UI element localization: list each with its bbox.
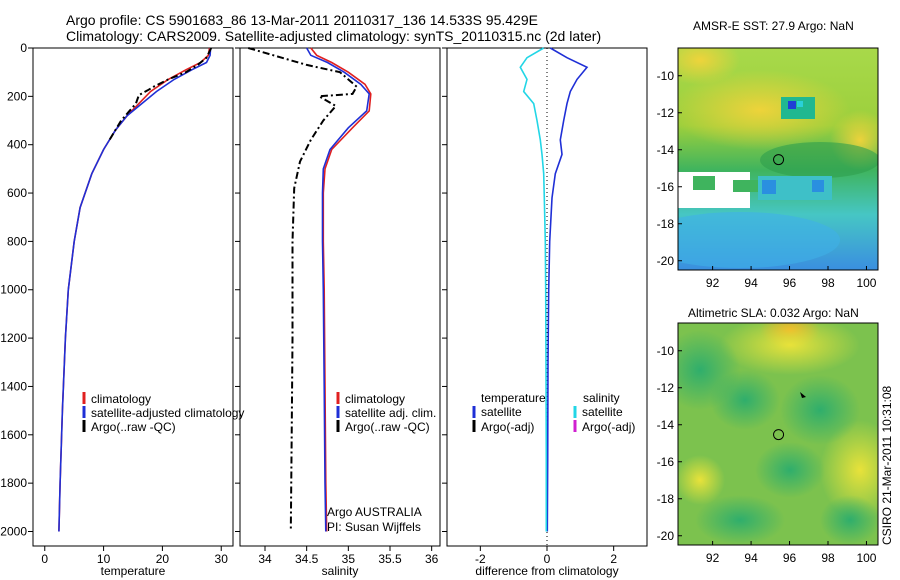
- legend-label-sal-argo: Argo(-adj): [582, 420, 635, 434]
- y-tick-label: 600: [7, 186, 27, 200]
- difference-legend: temperature salinity satellite Argo(-adj…: [472, 391, 635, 434]
- y-tick-label: 1400: [0, 379, 27, 393]
- legend-label-climatology: climatology: [345, 392, 405, 406]
- figure-title-line-2: Climatology: CARS2009. Satellite-adjuste…: [66, 28, 602, 44]
- map-x-tick-label: 100: [856, 551, 876, 565]
- sst-map-frame: [677, 47, 879, 271]
- y-tick-label: 800: [7, 234, 27, 248]
- argo-agency-label: Argo AUSTRALIA: [327, 505, 422, 519]
- legend-label-temp-argo: Argo(-adj): [481, 420, 534, 434]
- argo-pi-label: PI: Susan Wijffels: [327, 520, 421, 534]
- legend-label-argo: Argo(..raw -QC): [91, 420, 176, 434]
- series-line: [306, 47, 371, 532]
- sla-float-track: [800, 392, 806, 398]
- temperature-legend: climatology satellite-adjusted climatolo…: [82, 392, 244, 434]
- sst-map-title: AMSR-E SST: 27.9 Argo: NaN: [693, 19, 854, 33]
- map-x-tick-label: 92: [706, 276, 720, 290]
- y-tick-label: 1600: [0, 428, 27, 442]
- series-line: [58, 47, 212, 532]
- x-tick-label: 30: [215, 552, 229, 566]
- sla-map-ticks: 92 94 96 98 100 -10 -12 -14 -16 -18 -20: [657, 344, 877, 565]
- x-tick-label: 0: [41, 552, 48, 566]
- map-x-tick-label: 92: [706, 551, 720, 565]
- sla-argo-position-marker: [773, 429, 785, 441]
- legend-label-climatology: climatology: [91, 392, 151, 406]
- map-y-tick-label: -12: [657, 106, 675, 120]
- salinity-plot-frame: [239, 47, 441, 547]
- sst-heatmap: [678, 48, 878, 270]
- x-tick-label: 34.5: [295, 552, 319, 566]
- salinity-legend: climatology satellite adj. clim. Argo(..…: [327, 392, 436, 534]
- x-tick-label: 20: [156, 552, 170, 566]
- x-tick-label: 35: [342, 552, 356, 566]
- series-line: [248, 47, 358, 532]
- map-y-tick-label: -12: [657, 381, 675, 395]
- map-y-tick-label: -10: [657, 69, 675, 83]
- series-line: [519, 47, 548, 532]
- y-tick-label: 2000: [0, 524, 27, 538]
- map-x-tick-label: 94: [744, 276, 758, 290]
- legend-title-temperature: temperature: [481, 391, 546, 405]
- map-x-tick-label: 98: [821, 276, 835, 290]
- map-x-tick-label: 100: [856, 276, 876, 290]
- map-y-tick-label: -10: [657, 344, 675, 358]
- map-x-tick-label: 98: [821, 551, 835, 565]
- y-tick-label: 1000: [0, 283, 27, 297]
- map-y-tick-label: -16: [657, 455, 675, 469]
- y-tick-label: 1800: [0, 476, 27, 490]
- series-line: [108, 47, 213, 141]
- creation-stamp: CSIRO 21-Mar-2011 10:31:08: [880, 385, 894, 545]
- plot-axes: 0 10 20 30temperature0200400600800100012001…: [0, 41, 618, 578]
- y-tick-label: 1200: [0, 331, 27, 345]
- x-tick-label: 0: [544, 552, 551, 566]
- x-tick-label: 2: [610, 552, 617, 566]
- legend-label-satellite-adj: satellite adj. clim.: [345, 406, 436, 420]
- legend-label-temp-satellite: satellite: [481, 405, 522, 419]
- legend-title-salinity: salinity: [583, 391, 620, 405]
- x-tick-label: 10: [97, 552, 111, 566]
- sst-map-ticks: 92 94 96 98 100 -10 -12 -14 -16 -18 -20: [657, 69, 877, 290]
- plot-series: [58, 47, 589, 546]
- series-line: [546, 47, 589, 532]
- map-x-tick-label: 94: [744, 551, 758, 565]
- legend-label-satellite-adjusted: satellite-adjusted climatology: [91, 406, 244, 420]
- x-axis-label: difference from climatology: [475, 564, 618, 578]
- x-tick-label: -2: [475, 552, 486, 566]
- series-line: [58, 47, 211, 532]
- map-y-tick-label: -18: [657, 217, 675, 231]
- x-tick-label: 36: [425, 552, 439, 566]
- x-tick-label: 35.5: [378, 552, 402, 566]
- figure-title-line-1: Argo profile: CS 5901683_86 13-Mar-2011 …: [66, 12, 538, 28]
- map-y-tick-label: -14: [657, 418, 675, 432]
- map-y-tick-label: -16: [657, 180, 675, 194]
- map-x-tick-label: 96: [783, 551, 797, 565]
- legend-label-sal-satellite: satellite: [582, 405, 623, 419]
- sla-map-title: Altimetric SLA: 0.032 Argo: NaN: [688, 306, 859, 320]
- map-y-tick-label: -20: [657, 529, 675, 543]
- x-tick-label: 34: [258, 552, 272, 566]
- sla-map-frame: [677, 322, 879, 546]
- x-axis-label: salinity: [322, 564, 359, 578]
- map-x-tick-label: 96: [783, 276, 797, 290]
- sst-argo-position-marker: [773, 154, 785, 166]
- y-tick-label: 400: [7, 138, 27, 152]
- y-tick-label: 0: [20, 41, 27, 55]
- y-tick-label: 200: [7, 89, 27, 103]
- x-axis-label: temperature: [101, 564, 166, 578]
- map-y-tick-label: -18: [657, 492, 675, 506]
- temperature-plot-frame: [32, 47, 234, 547]
- series-line: [310, 47, 372, 532]
- map-y-tick-label: -14: [657, 143, 675, 157]
- legend-label-argo: Argo(..raw -QC): [345, 420, 430, 434]
- map-y-tick-label: -20: [657, 254, 675, 268]
- sla-heatmap: [678, 323, 878, 545]
